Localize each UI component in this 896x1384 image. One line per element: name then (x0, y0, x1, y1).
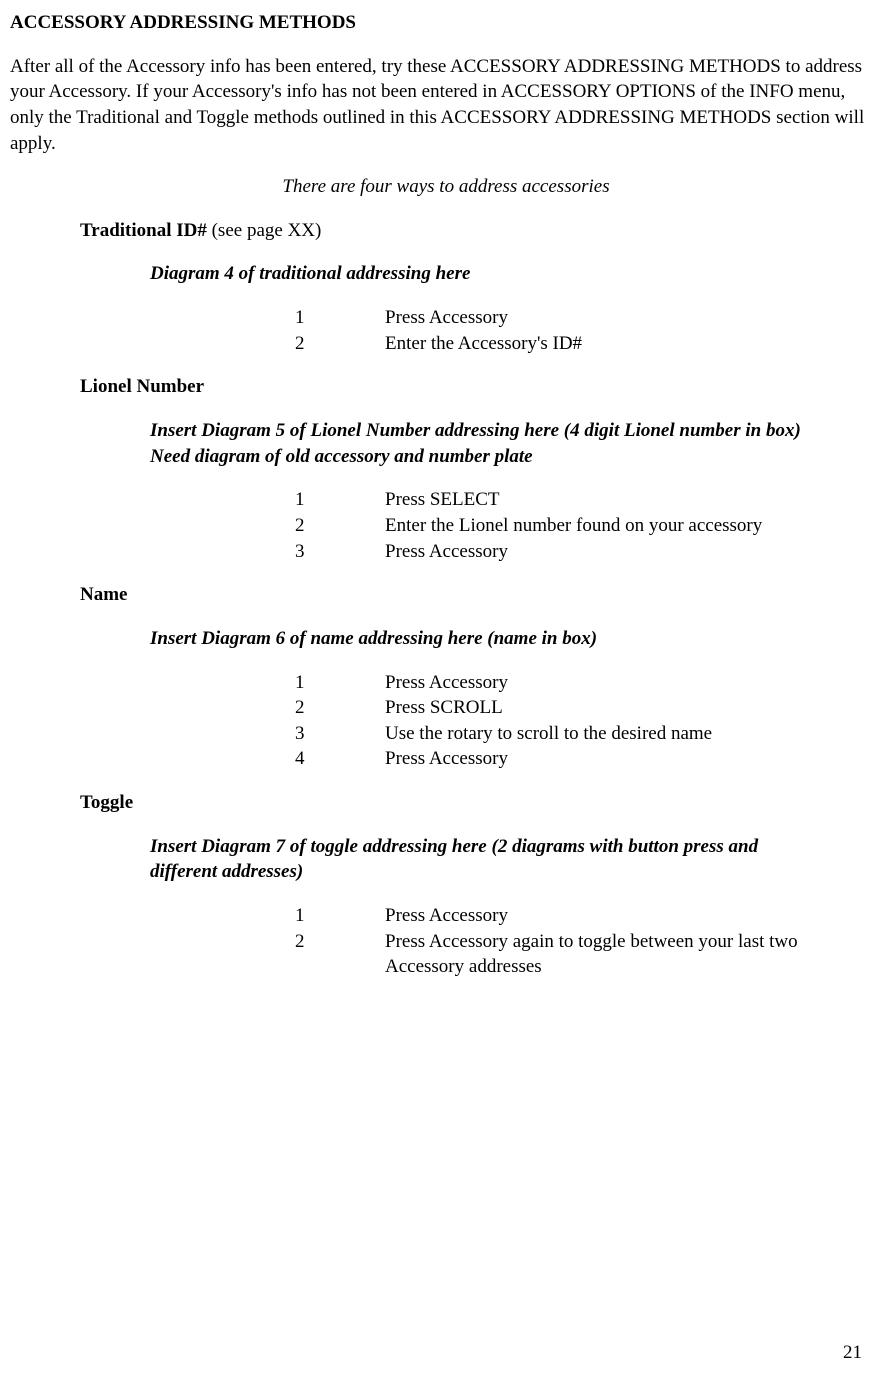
page-number: 21 (843, 1340, 862, 1366)
method-title-bold: Name (80, 584, 127, 605)
step-row: 2 Press Accessory again to toggle betwee… (10, 929, 882, 980)
step-row: 4 Press Accessory (10, 746, 882, 772)
step-text: Use the rotary to scroll to the desired … (385, 721, 882, 747)
method-heading-name: Name (10, 582, 882, 608)
method-title-bold: Toggle (80, 792, 133, 813)
steps-name: 1 Press Accessory 2 Press SCROLL 3 Use t… (10, 670, 882, 773)
intro-paragraph: After all of the Accessory info has been… (10, 54, 882, 157)
diagram-line2: Need diagram of old accessory and number… (150, 446, 533, 467)
method-title-plain: (see page XX) (207, 220, 321, 241)
method-title-bold: Lionel Number (80, 376, 204, 397)
step-text: Press Accessory (385, 305, 882, 331)
step-number: 4 (10, 746, 385, 772)
step-row: 2 Enter the Accessory's ID# (10, 331, 882, 357)
step-text: Press SELECT (385, 487, 882, 513)
step-row: 3 Press Accessory (10, 539, 882, 565)
step-row: 1 Press SELECT (10, 487, 882, 513)
step-number: 1 (10, 487, 385, 513)
step-text: Press Accessory (385, 670, 882, 696)
step-row: 1 Press Accessory (10, 305, 882, 331)
step-number: 2 (10, 513, 385, 539)
step-number: 2 (10, 929, 385, 955)
step-text: Press Accessory (385, 746, 882, 772)
diagram-note-traditional: Diagram 4 of traditional addressing here (10, 261, 882, 287)
step-row: 2 Enter the Lionel number found on your … (10, 513, 882, 539)
method-heading-lionel: Lionel Number (10, 374, 882, 400)
step-row: 1 Press Accessory (10, 903, 882, 929)
step-row: 2 Press SCROLL (10, 695, 882, 721)
step-text: Enter the Lionel number found on your ac… (385, 513, 882, 539)
diagram-line1: Insert Diagram 5 of Lionel Number addres… (150, 420, 801, 441)
step-text: Press Accessory (385, 539, 882, 565)
diagram-note-toggle: Insert Diagram 7 of toggle addressing he… (10, 834, 882, 885)
method-heading-toggle: Toggle (10, 790, 882, 816)
step-number: 2 (10, 331, 385, 357)
step-row: 1 Press Accessory (10, 670, 882, 696)
step-text: Press Accessory (385, 903, 882, 929)
page-heading: ACCESSORY ADDRESSING METHODS (10, 10, 882, 36)
page: ACCESSORY ADDRESSING METHODS After all o… (10, 10, 882, 1374)
steps-toggle: 1 Press Accessory 2 Press Accessory agai… (10, 903, 882, 980)
step-number: 1 (10, 305, 385, 331)
step-text: Press SCROLL (385, 695, 882, 721)
step-number: 1 (10, 670, 385, 696)
method-heading-traditional: Traditional ID# (see page XX) (10, 218, 882, 244)
steps-traditional: 1 Press Accessory 2 Enter the Accessory'… (10, 305, 882, 356)
diagram-note-name: Insert Diagram 6 of name addressing here… (10, 626, 882, 652)
steps-lionel: 1 Press SELECT 2 Enter the Lionel number… (10, 487, 882, 564)
step-number: 2 (10, 695, 385, 721)
ways-line: There are four ways to address accessori… (10, 174, 882, 200)
step-number: 3 (10, 539, 385, 565)
step-number: 3 (10, 721, 385, 747)
diagram-note-lionel: Insert Diagram 5 of Lionel Number addres… (10, 418, 882, 469)
method-title-bold: Traditional ID# (80, 220, 207, 241)
step-row: 3 Use the rotary to scroll to the desire… (10, 721, 882, 747)
step-number: 1 (10, 903, 385, 929)
step-text: Press Accessory again to toggle between … (385, 929, 882, 980)
step-text: Enter the Accessory's ID# (385, 331, 882, 357)
